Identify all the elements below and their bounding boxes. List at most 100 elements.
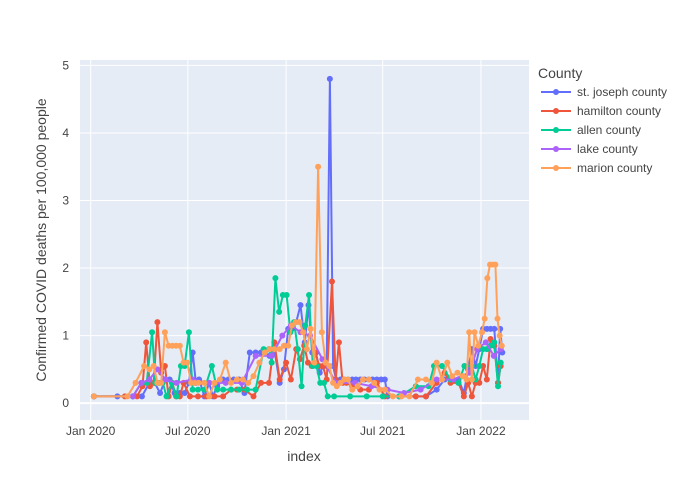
data-point [206,379,213,386]
data-point [417,386,424,393]
data-point [455,379,462,386]
data-point [422,393,429,400]
legend-item: st. joseph county [541,85,667,99]
x-tick-label: Jul 2021 [360,424,406,438]
data-point [379,393,386,400]
data-point [214,386,221,393]
data-point [239,376,246,383]
data-point [201,379,208,386]
data-point [449,373,456,380]
data-point [146,366,153,373]
data-point [300,329,307,336]
x-tick-label: Jul 2020 [165,424,211,438]
data-point [246,349,253,356]
data-point [326,362,333,369]
data-point [438,376,445,383]
data-point [365,376,372,383]
y-tick-label: 5 [62,58,69,72]
data-point [296,319,303,326]
data-point [433,359,440,366]
legend-title: County [538,65,582,81]
data-point [216,376,223,383]
data-point [129,393,136,400]
data-point [272,275,279,282]
legend-label: hamilton county [577,104,661,118]
data-point [250,373,257,380]
data-point [181,389,188,396]
data-point [492,261,499,268]
data-point [189,386,196,393]
data-point [252,386,259,393]
data-point [444,359,451,366]
data-point [371,379,378,386]
data-point [345,376,352,383]
data-point [222,359,229,366]
data-point [335,339,342,346]
legend-item: allen county [541,123,641,137]
data-point [331,393,338,400]
data-point [157,389,164,396]
data-point [326,75,333,82]
data-point [318,329,325,336]
data-point [496,332,503,339]
data-point [90,393,97,400]
data-point [490,352,497,359]
y-tick-label: 3 [62,193,69,207]
data-point [283,292,290,299]
x-axis-ticks: Jan 2020 Jul 2020 Jan 2021 Jul 2021 Jan 2022 [66,424,506,438]
data-point [208,362,215,369]
data-point [433,376,440,383]
legend-item: lake county [541,142,638,156]
legend-label: allen county [577,123,641,137]
data-point [150,362,157,369]
data-point [354,383,361,390]
y-tick-label: 4 [62,126,69,140]
data-point [460,393,467,400]
data-point [468,393,475,400]
data-point [222,379,229,386]
data-point [433,386,440,393]
data-point [161,329,168,336]
data-point [194,386,201,393]
data-point [256,359,263,366]
data-point [479,329,486,336]
data-point [468,376,475,383]
data-point [428,379,435,386]
data-point [141,362,148,369]
data-point [398,393,405,400]
data-point [307,325,314,332]
data-point [206,393,213,400]
data-point [268,352,275,359]
data-point [220,386,227,393]
data-point [176,342,183,349]
series-marion-county [90,163,505,400]
legend-marker [553,127,559,133]
legend-items: st. joseph county hamilton county allen co… [541,85,667,175]
data-point [173,379,180,386]
data-point [266,346,273,353]
data-point [186,393,193,400]
data-point [283,359,290,366]
data-point [376,386,383,393]
data-point [491,325,498,332]
data-point [228,386,235,393]
data-point [265,379,272,386]
data-point [146,376,153,383]
data-point [349,386,356,393]
data-point [495,383,502,390]
data-point [211,393,218,400]
data-point [498,342,505,349]
legend: County st. joseph county hamilton county a… [538,65,667,175]
data-point [320,379,327,386]
data-point [389,393,396,400]
data-point [497,359,504,366]
data-point [412,393,419,400]
data-point [287,376,294,383]
y-tick-label: 2 [62,261,69,275]
data-point [138,393,145,400]
data-point [134,393,141,400]
data-point [132,379,139,386]
data-point [244,386,251,393]
data-point [233,376,240,383]
